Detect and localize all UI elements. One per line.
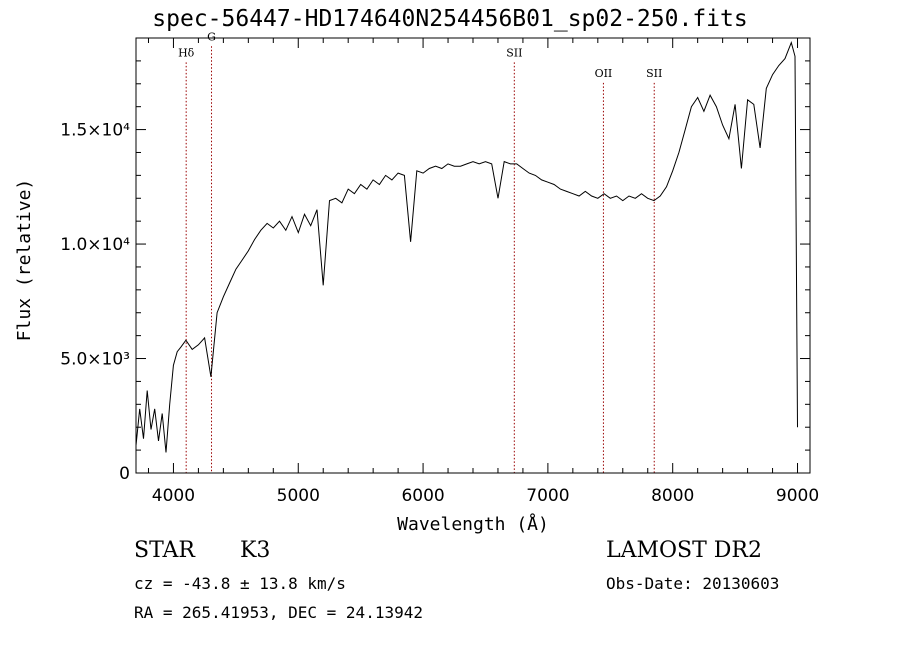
survey-name: LAMOST DR2 (606, 538, 762, 563)
y-tick-label: 1.5×10⁴ (60, 121, 130, 141)
x-tick-label: 4000 (152, 486, 195, 506)
x-tick-label: 9000 (776, 486, 819, 506)
plot-frame (135, 37, 811, 474)
spectrum-series (135, 41, 798, 453)
chart-title: spec-56447-HD174640N254456B01_sp02-250.f… (152, 6, 748, 32)
x-axis: 4000 5000 6000 7000 8000 9000 (147, 38, 819, 506)
y-tick-label: 0 (119, 464, 130, 484)
coordinates: RA = 265.41953, DEC = 24.13942 (134, 603, 423, 622)
x-tick-label: 5000 (277, 486, 320, 506)
y-axis-label: Flux (relative) (14, 179, 35, 342)
spectrum-line (135, 41, 798, 453)
line-marker-label: Hδ (178, 46, 195, 59)
object-class: STAR (134, 538, 195, 563)
x-tick-label: 6000 (401, 486, 444, 506)
redshift-cz: cz = -43.8 ± 13.8 km/s (134, 574, 346, 593)
object-subclass: K3 (240, 538, 271, 563)
line-marker-label: SII (646, 67, 662, 80)
y-tick-label: 1.0×10⁴ (60, 235, 130, 255)
x-tick-label: 7000 (526, 486, 569, 506)
y-axis: 0 5.0×10³ 1.0×10⁴ 1.5×10⁴ (60, 60, 810, 484)
line-marker-label: G (207, 30, 216, 43)
line-marker-label: SII (506, 46, 522, 59)
x-tick-label: 8000 (651, 486, 694, 506)
line-markers: Hδ G SII OII SII (178, 30, 662, 473)
x-axis-label: Wavelength (Å) (397, 513, 549, 535)
observation-date: Obs-Date: 20130603 (606, 574, 780, 593)
y-tick-label: 5.0×10³ (60, 350, 130, 370)
line-marker-label: OII (595, 67, 613, 80)
